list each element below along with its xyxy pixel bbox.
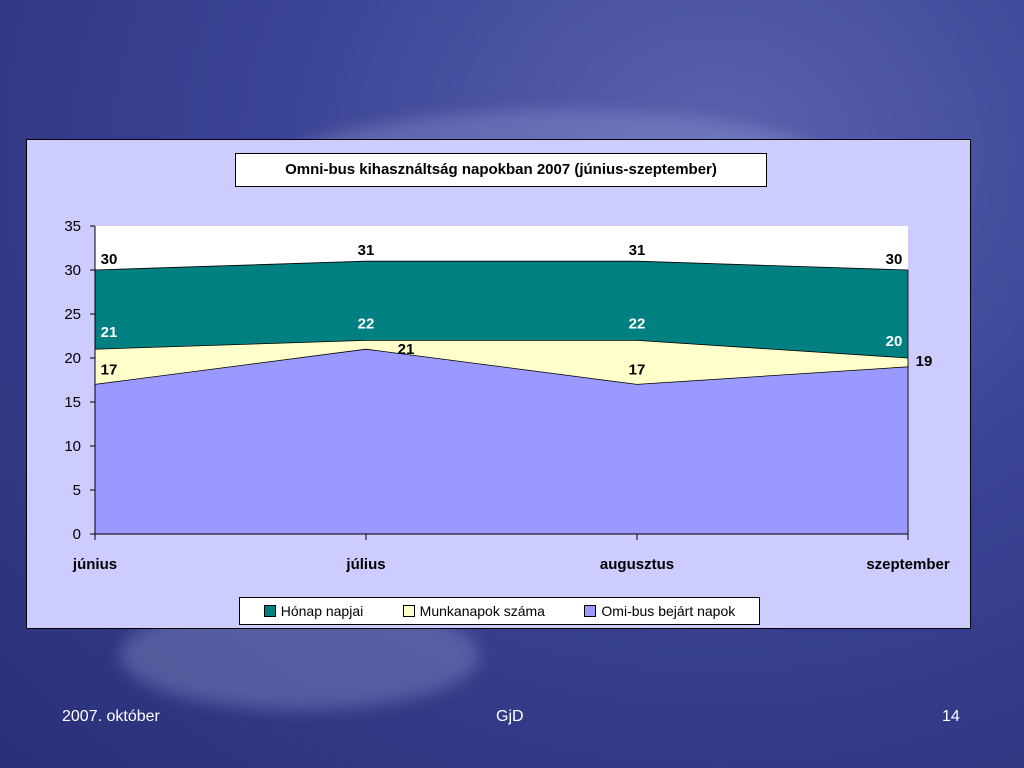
data-label: 21 xyxy=(398,341,415,358)
x-tick-label: június xyxy=(72,556,117,573)
footer-page-number: 14 xyxy=(942,708,960,725)
data-label: 31 xyxy=(358,242,375,259)
data-label: 30 xyxy=(101,251,118,268)
y-tick-label: 10 xyxy=(64,438,81,455)
data-label: 21 xyxy=(101,324,118,341)
legend-label-munkanap: Munkanapok száma xyxy=(419,603,545,619)
legend-item-munkanap: Munkanapok száma xyxy=(402,603,545,619)
data-label: 20 xyxy=(886,333,903,350)
data-label: 22 xyxy=(358,315,375,332)
data-label: 30 xyxy=(886,251,903,268)
legend-swatch-munkanap xyxy=(402,605,415,617)
data-label: 19 xyxy=(916,353,933,370)
legend-label-bejart: Omi-bus bejárt napok xyxy=(601,603,736,619)
chart-legend: Hónap napjai Munkanapok száma Omi-bus be… xyxy=(239,597,760,625)
area-chart: 0 5 10 15 20 25 30 35 június július augusztus szept… xyxy=(64,218,950,573)
x-tick-label: július xyxy=(345,556,385,573)
y-tick-label: 15 xyxy=(64,394,81,411)
footer-author: GjD xyxy=(496,708,524,725)
data-label: 22 xyxy=(629,315,646,332)
y-tick-label: 30 xyxy=(64,262,81,279)
legend-item-honap: Hónap napjai xyxy=(263,603,364,619)
y-tick-label: 5 xyxy=(73,482,81,499)
y-tick-label: 20 xyxy=(64,350,81,367)
legend-swatch-bejart xyxy=(584,605,597,617)
area-series-2 xyxy=(94,348,909,535)
data-label: 17 xyxy=(101,361,118,378)
y-tick-label: 35 xyxy=(64,218,81,235)
y-tick-label: 0 xyxy=(73,526,81,543)
data-label: 31 xyxy=(629,242,646,259)
y-tick-label: 25 xyxy=(64,306,81,323)
legend-label-honap: Hónap napjai xyxy=(280,603,364,619)
legend-item-bejart: Omi-bus bejárt napok xyxy=(584,603,735,619)
chart-frame: Omni-bus kihasználtság napokban 2007 (jú… xyxy=(26,139,971,629)
x-tick-label: szeptember xyxy=(866,556,950,573)
footer-date: 2007. október xyxy=(62,708,160,725)
x-tick-label: augusztus xyxy=(600,556,674,573)
chart-title: Omni-bus kihasználtság napokban 2007 (jú… xyxy=(235,153,767,187)
data-label: 17 xyxy=(629,361,646,378)
legend-swatch-honap xyxy=(263,605,276,617)
